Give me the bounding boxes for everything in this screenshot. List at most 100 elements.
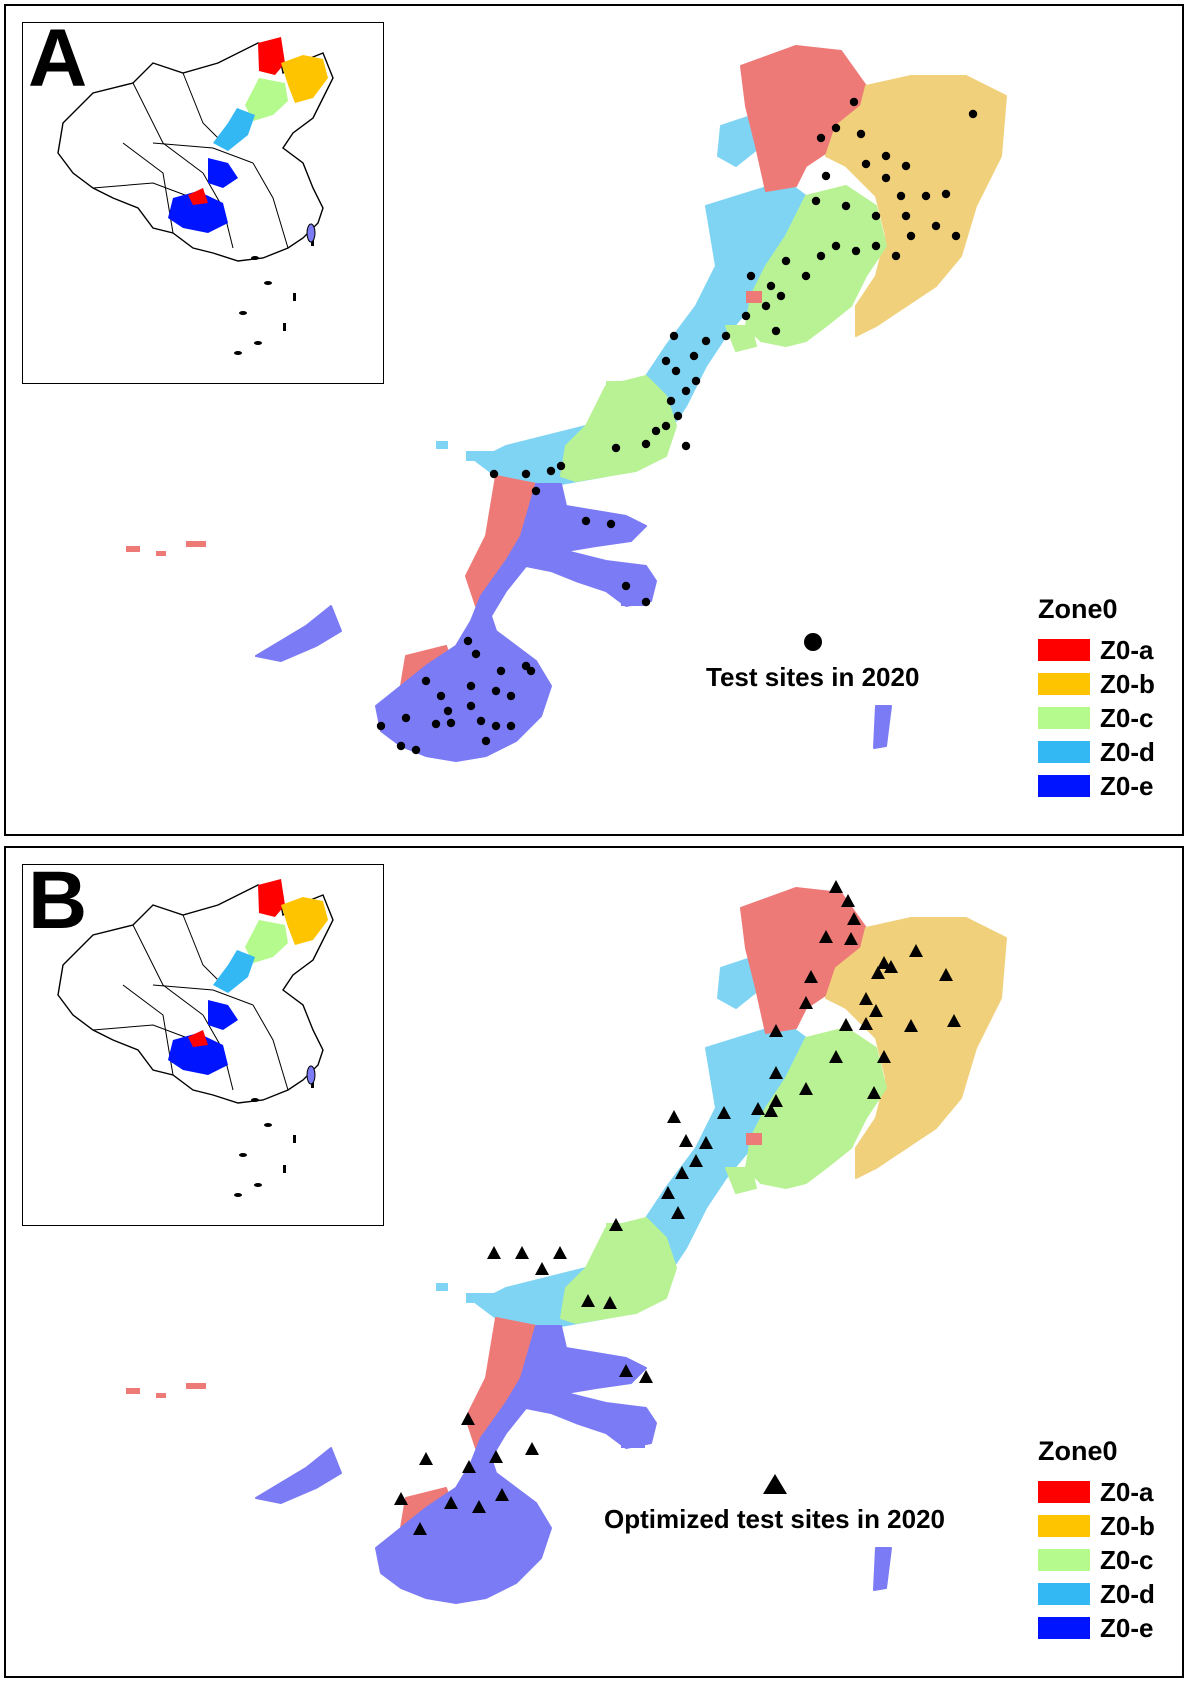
- legend-item-z0-e: Z0-e: [1038, 1611, 1155, 1645]
- site-marker: [859, 1017, 873, 1030]
- site-marker: [491, 721, 501, 731]
- site-marker: [506, 691, 516, 701]
- legend-label: Z0-c: [1100, 1544, 1154, 1575]
- inset-zone-e-south: [168, 191, 228, 233]
- site-marker: [829, 880, 843, 893]
- site-marker: [556, 461, 566, 471]
- inset-zone-d: [213, 950, 255, 993]
- island: [251, 256, 259, 260]
- legend-swatch: [1038, 1549, 1090, 1571]
- island: [239, 1153, 247, 1157]
- site-marker: [781, 256, 791, 266]
- panel-label-a: A: [28, 13, 88, 104]
- site-marker: [619, 1364, 633, 1377]
- site-marker: [496, 666, 506, 676]
- site-marker: [856, 129, 866, 139]
- site-marker: [769, 1024, 783, 1037]
- site-marker: [515, 1246, 529, 1259]
- legend-swatch: [1038, 673, 1090, 695]
- legend-item-z0-a: Z0-a: [1038, 633, 1155, 667]
- site-marker: [947, 1014, 961, 1027]
- legend-swatch: [1038, 741, 1090, 763]
- site-marker: [861, 159, 871, 169]
- site-marker: [821, 171, 831, 181]
- site-marker: [506, 721, 516, 731]
- dash-line: [293, 1135, 296, 1143]
- site-marker: [844, 932, 858, 945]
- site-marker: [769, 1094, 783, 1107]
- site-marker: [804, 970, 818, 983]
- circle-marker-icon: [803, 633, 822, 651]
- legend-label: Z0-c: [1100, 702, 1154, 733]
- inset-zone-e: [208, 1000, 238, 1030]
- province-border: [92, 182, 194, 199]
- site-marker: [721, 331, 731, 341]
- site-marker: [816, 133, 826, 143]
- taiwan-island: [306, 223, 316, 243]
- zone-fragment: [186, 1383, 206, 1389]
- zone-fragment: [156, 1393, 166, 1398]
- optimized-sites-layer: [394, 880, 961, 1535]
- site-marker: [461, 1412, 475, 1425]
- legend-label: Z0-a: [1100, 634, 1154, 665]
- legend-swatch: [1038, 775, 1090, 797]
- province-border: [122, 142, 174, 234]
- site-marker: [671, 1206, 685, 1219]
- island: [251, 1098, 259, 1102]
- site-marker: [689, 351, 699, 361]
- site-marker: [776, 291, 786, 301]
- legend-item-z0-d: Z0-d: [1038, 1577, 1155, 1611]
- site-marker: [621, 581, 631, 591]
- site-marker: [436, 691, 446, 701]
- province-border: [182, 914, 224, 986]
- site-marker: [904, 1019, 918, 1032]
- zone-fragment: [746, 1133, 762, 1145]
- site-marker: [394, 1492, 408, 1505]
- china-outline: [57, 884, 334, 1104]
- site-marker: [481, 736, 491, 746]
- site-marker: [521, 469, 531, 479]
- inset-zone-a: [258, 37, 285, 75]
- site-marker: [489, 469, 499, 479]
- province-border: [122, 984, 174, 1076]
- zone-c-patch: [725, 1167, 757, 1194]
- site-marker: [816, 251, 826, 261]
- site-marker: [661, 1186, 675, 1199]
- site-marker: [526, 666, 536, 676]
- legend-item-z0-b: Z0-b: [1038, 1509, 1155, 1543]
- site-key-b: Optimized test sites in 2020: [604, 1472, 945, 1535]
- zone-e-west-arm: [255, 605, 342, 662]
- site-marker: [811, 196, 821, 206]
- site-marker: [891, 251, 901, 261]
- site-marker: [495, 1488, 509, 1501]
- site-marker: [443, 706, 453, 716]
- site-marker: [931, 221, 941, 231]
- inset-zone-c: [245, 78, 288, 121]
- zone-fragment: [746, 291, 762, 303]
- site-marker: [841, 201, 851, 211]
- test-sites-layer: [376, 97, 978, 755]
- legend-swatch: [1038, 1617, 1090, 1639]
- site-marker: [801, 271, 811, 281]
- site-marker: [581, 1294, 595, 1307]
- zone-c-patch: [725, 325, 757, 352]
- inset-zone-a-south: [188, 188, 208, 205]
- zone-fragment: [466, 1293, 496, 1303]
- province-border: [92, 1024, 194, 1041]
- site-marker: [896, 191, 906, 201]
- zone-e-west-arm: [255, 1447, 342, 1504]
- zone-fragment: [466, 451, 496, 461]
- province-border: [182, 72, 224, 144]
- province-border: [252, 162, 289, 249]
- zone-fragment: [126, 1388, 140, 1394]
- site-marker: [847, 912, 861, 925]
- zone-fragment: [436, 441, 448, 449]
- island: [234, 351, 242, 355]
- zone-c-west: [560, 375, 677, 482]
- zone-fragment: [621, 596, 645, 606]
- site-key-label: Test sites in 2020: [706, 662, 920, 692]
- site-marker: [525, 1442, 539, 1455]
- legend-swatch: [1038, 1481, 1090, 1503]
- legend-item-z0-c: Z0-c: [1038, 1543, 1155, 1577]
- panel-a: A Test sites in 2020 Zone0 Z0-a Z0-b Z0-…: [4, 4, 1184, 836]
